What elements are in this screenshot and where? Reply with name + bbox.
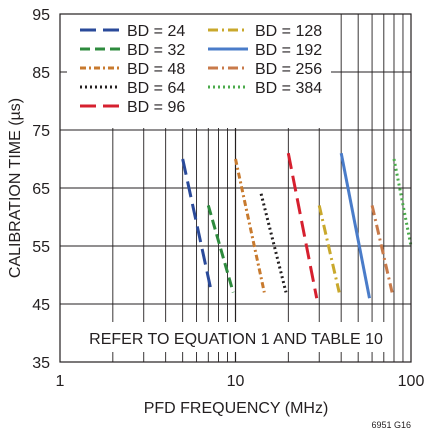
legend-label: BD = 96 (127, 99, 185, 116)
legend-background (67, 14, 331, 128)
series-line-bd-96 (286, 152, 319, 299)
annotation-background (86, 322, 386, 352)
series-line-bd-48 (234, 158, 266, 293)
x-axis-label: PFD FREQUENCY (MHz) (144, 400, 329, 417)
series-line-bd-256 (370, 205, 394, 293)
figure-id: 6951 G16 (371, 420, 411, 430)
y-tick-label: 75 (32, 123, 50, 140)
x-tick-label: 100 (398, 373, 425, 390)
legend-label: BD = 48 (127, 61, 185, 78)
series-line-bd-384 (392, 158, 413, 247)
y-axis-label: CALIBRATION TIME (µs) (7, 98, 24, 278)
series-line-bd-24 (181, 158, 213, 293)
legend-label: BD = 64 (127, 80, 185, 97)
y-tick-label: 85 (32, 65, 50, 82)
legend: BD = 24 BD = 32 BD = 48 BD = 64 BD = 96 BD = … (80, 23, 322, 116)
annotation: REFER TO EQUATION 1 AND TABLE 10 (89, 331, 383, 348)
legend-label: BD = 128 (255, 23, 322, 40)
series-line-bd-128 (317, 205, 341, 293)
series-line-bd-64 (259, 193, 288, 293)
x-tick-label: 10 (227, 373, 245, 390)
y-tick-label: 65 (32, 181, 50, 198)
y-tick-label: 55 (32, 239, 50, 256)
legend-label: BD = 192 (255, 42, 322, 59)
y-tick-label: 35 (32, 355, 50, 372)
legend-label: BD = 32 (127, 42, 185, 59)
x-tick-label: 1 (56, 373, 65, 390)
y-tick-label: 95 (32, 7, 50, 24)
y-tick-label: 45 (32, 297, 50, 314)
legend-label: BD = 256 (255, 61, 322, 78)
legend-label: BD = 384 (255, 80, 322, 97)
series-line-bd-32 (206, 204, 235, 293)
plot-frame (59, 13, 412, 363)
series-lines (181, 152, 413, 299)
tick-labels: 35 45 55 65 75 85 95 1 10 100 (32, 7, 424, 390)
series-line-bd-192 (339, 152, 371, 299)
legend-label: BD = 24 (127, 23, 185, 40)
